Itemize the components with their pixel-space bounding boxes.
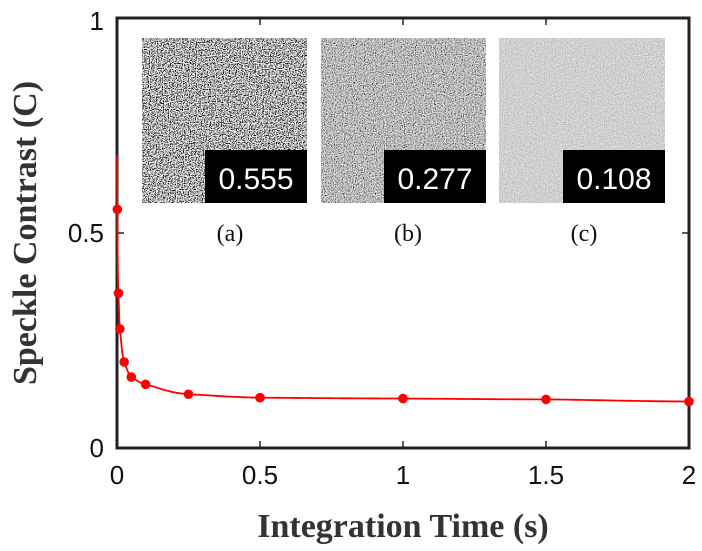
data-point (684, 396, 694, 407)
x-axis: 0 0.5 1 1.5 2 (110, 460, 696, 490)
x-tick-label: 0.5 (242, 460, 278, 490)
y-tick-label: 1 (90, 6, 104, 36)
data-point (115, 324, 125, 334)
y-tick-label: 0 (90, 433, 104, 463)
value-box-c (563, 150, 665, 203)
data-point (113, 288, 124, 299)
data-point (119, 357, 129, 367)
x-tick-label: 1 (396, 460, 410, 490)
data-point (398, 393, 408, 404)
data-point (541, 394, 551, 405)
x-axis-title: Integration Time (s) (257, 508, 549, 545)
inset-a: 0.555 (a) (142, 38, 307, 247)
inset-value-c: 0.108 (576, 163, 651, 196)
x-tick-label: 0 (110, 460, 124, 490)
x-tick-label: 1.5 (528, 460, 564, 490)
inset-caption-a: (a) (217, 221, 244, 247)
inset-caption-c: (c) (571, 221, 598, 247)
inset-caption-b: (b) (394, 221, 422, 247)
inset-value-b: 0.277 (397, 163, 472, 196)
inset-b: 0.277 (b) (321, 38, 486, 247)
value-box-a (205, 150, 307, 203)
y-tick-label: 0.5 (68, 218, 104, 248)
y-axis-title: Speckle Contrast (C) (7, 81, 44, 385)
inset-value-a: 0.555 (218, 163, 293, 196)
value-box-b (384, 150, 486, 203)
data-point (140, 379, 151, 390)
inset-c: 0.108 (c) (499, 38, 665, 247)
data-point (126, 372, 137, 382)
data-point (112, 204, 123, 215)
y-axis: 0 0.5 1 (68, 6, 104, 463)
tick-marks (117, 18, 689, 448)
data-layer (112, 154, 694, 407)
data-point (183, 389, 194, 400)
data-point (255, 392, 265, 403)
x-tick-label: 2 (682, 460, 696, 490)
